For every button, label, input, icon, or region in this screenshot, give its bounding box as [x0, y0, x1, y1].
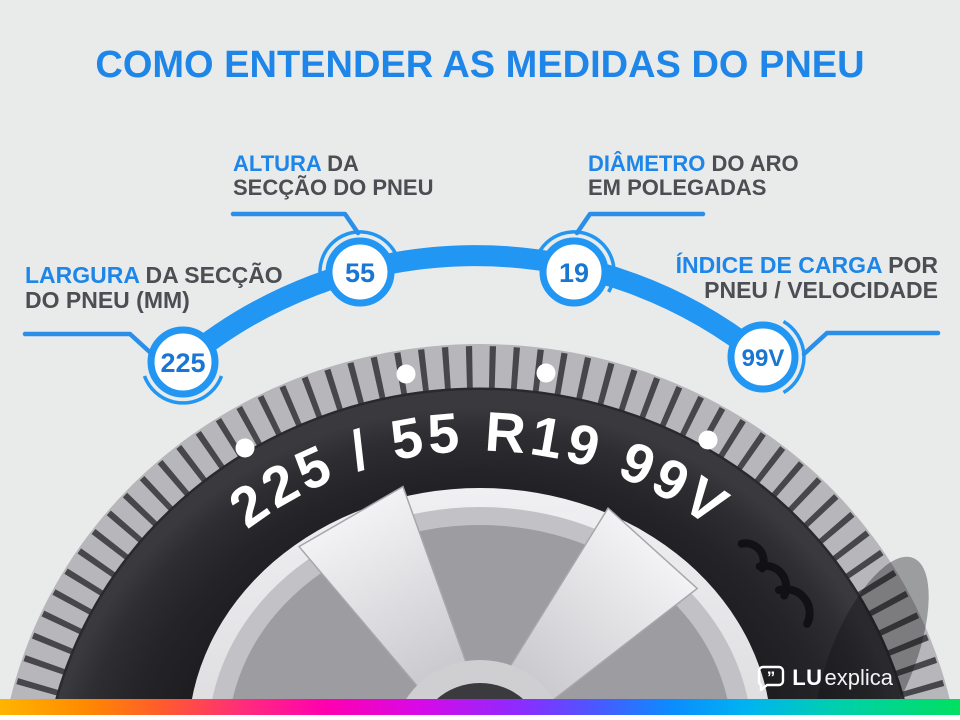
label-altura-line2: SECÇÃO DO PNEU	[233, 175, 434, 200]
value-circle-altura	[325, 237, 395, 307]
callout-connectors	[22, 211, 941, 358]
measurement-arc	[172, 245, 774, 373]
label-altura: ALTURA DA SECÇÃO DO PNEU	[233, 152, 433, 200]
rainbow-footer-bar	[0, 699, 960, 715]
label-altura-line1: ALTURA DA	[233, 151, 359, 176]
bottom-white-strip	[0, 715, 960, 720]
value-circle-diametro	[539, 237, 609, 307]
value-circles: 225 55 19 99V	[147, 237, 799, 398]
sidewall-dots	[235, 363, 718, 458]
lu-explica-logo: ” LUexplica	[757, 662, 893, 694]
label-indice-line1: ÍNDICE DE CARGA POR	[675, 252, 938, 278]
logo-suffix-text: explica	[824, 665, 893, 690]
connector-diametro	[574, 211, 706, 236]
label-indice-line2: PNEU / VELOCIDADE	[704, 277, 938, 303]
label-largura-line2: DO PNEU (MM)	[25, 287, 190, 313]
sidewall-swoosh-marks	[737, 539, 814, 628]
logo-brand-text: LU	[792, 665, 823, 690]
label-indice: ÍNDICE DE CARGA POR PNEU / VELOCIDADE	[676, 253, 938, 303]
label-diametro: DIÂMETRO DO ARO EM POLEGADAS	[588, 152, 799, 200]
label-largura: LARGURA DA SECÇÃO DO PNEU (MM)	[25, 263, 283, 313]
speech-bubble-quote-icon: ”	[757, 665, 785, 692]
label-diametro-line2: EM POLEGADAS	[588, 175, 767, 200]
label-diametro-line1: DIÂMETRO DO ARO	[588, 151, 799, 176]
value-largura: 225	[160, 348, 205, 378]
tire-tread-edge	[50, 387, 910, 720]
label-largura-line1: LARGURA DA SECÇÃO	[25, 262, 283, 288]
connector-indice	[801, 330, 941, 357]
value-circle-accent-rings	[142, 230, 806, 405]
value-indice: 99V	[742, 345, 785, 372]
value-diametro: 19	[559, 258, 589, 288]
value-circle-largura	[147, 326, 219, 398]
page-title: COMO ENTENDER AS MEDIDAS DO PNEU	[95, 44, 865, 86]
value-circle-indice	[727, 321, 799, 393]
value-altura: 55	[345, 258, 375, 288]
svg-text:”: ”	[767, 668, 776, 687]
alloy-wheel	[188, 485, 772, 720]
connector-altura	[230, 211, 361, 236]
connector-largura	[22, 331, 156, 358]
wheel-spokes	[297, 485, 699, 707]
